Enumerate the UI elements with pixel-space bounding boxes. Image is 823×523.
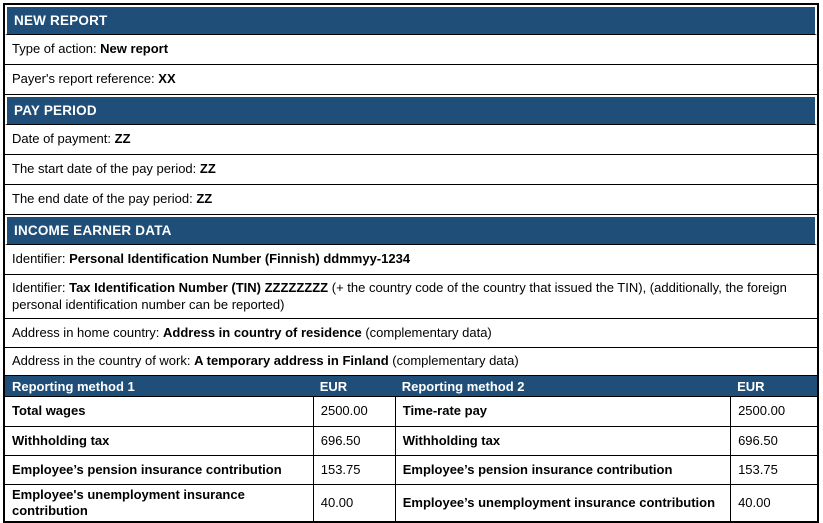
section-title: INCOME EARNER DATA	[14, 223, 172, 238]
field-label: The end date of the pay period:	[12, 191, 197, 207]
field-value: ZZ	[199, 161, 216, 177]
pay-table-cell-amount: 2500.00	[312, 397, 395, 426]
field-row-address-home-country: Address in home country: Address in coun…	[5, 319, 817, 348]
field-suffix: (complementary data)	[388, 353, 519, 369]
field-label: Address in home country:	[12, 324, 164, 340]
pay-table-cell-label: Employee’s unemployment insurance contri…	[394, 485, 730, 521]
pay-table-cell-label: Employee’s pension insurance contributio…	[12, 461, 282, 477]
field-value: XX	[158, 71, 176, 87]
field-label: Identifier:	[12, 251, 70, 267]
field-suffix: (complementary data)	[361, 324, 492, 340]
pay-table-cell-label: Employee’s pension insurance contributio…	[394, 456, 730, 484]
field-value: Tax Identification Number (TIN) ZZZZZZZZ	[69, 280, 329, 296]
field-value: A temporary address in Finland	[194, 353, 389, 369]
pay-table-cell-amount: 696.50	[730, 427, 817, 455]
field-text: Identifier: Tax Identification Number (T…	[12, 280, 809, 313]
field-row-identifier-tin: Identifier: Tax Identification Number (T…	[5, 275, 817, 319]
field-row-type-of-action: Type of action: New report	[5, 35, 817, 65]
pay-table-cell-label: Total wages	[12, 403, 86, 419]
pay-table-header-eur2: EUR	[737, 378, 765, 394]
pay-table-cell-amount: 153.75	[312, 456, 395, 484]
pay-table-cell-label: Withholding tax	[394, 427, 730, 455]
pay-table-header: Reporting method 1 EUR Reporting method …	[5, 376, 817, 397]
field-row-address-country-of-work: Address in the country of work: A tempor…	[5, 348, 817, 376]
field-row-pay-period-end: The end date of the pay period: ZZ	[5, 185, 817, 215]
pay-table-header-method1: Reporting method 1	[12, 378, 135, 394]
pay-table-cell-amount: 40.00	[730, 485, 817, 521]
section-title: NEW REPORT	[14, 13, 108, 28]
field-text: Address in the country of work: A tempor…	[12, 353, 519, 369]
pay-table-row-total-wages: Total wages 2500.00 Time-rate pay 2500.0…	[5, 397, 817, 427]
pay-table-cell-label: Employee's unemployment insurance contri…	[12, 486, 245, 518]
field-value: New report	[100, 41, 169, 57]
pay-table-header-method2: Reporting method 2	[401, 378, 525, 394]
pay-table-row-pension-contribution: Employee’s pension insurance contributio…	[5, 456, 817, 485]
pay-table-cell-amount: 40.00	[312, 485, 395, 521]
section-header-new-report: NEW REPORT	[5, 5, 817, 35]
pay-table-cell-label: Withholding tax	[12, 432, 110, 448]
field-value: Address in country of residence	[163, 324, 362, 340]
section-title: PAY PERIOD	[14, 103, 97, 118]
field-text: Address in home country: Address in coun…	[12, 325, 492, 341]
field-text: Payer's report reference: XX	[12, 71, 176, 87]
field-text: The start date of the pay period: ZZ	[12, 161, 216, 177]
field-row-date-of-payment: Date of payment: ZZ	[5, 125, 817, 155]
field-value: Personal Identification Number (Finnish)…	[69, 251, 411, 267]
field-label: Identifier:	[12, 280, 70, 296]
pay-table-cell-amount: 696.50	[312, 427, 395, 455]
field-text: The end date of the pay period: ZZ	[12, 191, 212, 207]
field-label: Payer's report reference:	[12, 71, 159, 87]
pay-table-row-withholding-tax: Withholding tax 696.50 Withholding tax 6…	[5, 427, 817, 456]
field-label: Date of payment:	[12, 131, 115, 147]
field-value: ZZ	[114, 131, 131, 147]
report-document: NEW REPORT Type of action: New report Pa…	[3, 3, 819, 523]
section-header-pay-period: PAY PERIOD	[5, 95, 817, 125]
field-row-pay-period-start: The start date of the pay period: ZZ	[5, 155, 817, 185]
field-label: Address in the country of work:	[12, 353, 195, 369]
field-text: Date of payment: ZZ	[12, 131, 131, 147]
pay-table-cell-label: Time-rate pay	[394, 397, 730, 426]
field-row-payer-reference: Payer's report reference: XX	[5, 65, 817, 95]
field-row-identifier-pin: Identifier: Personal Identification Numb…	[5, 245, 817, 275]
pay-table-header-eur1: EUR	[319, 378, 348, 394]
section-header-income-earner-data: INCOME EARNER DATA	[5, 215, 817, 245]
field-label: The start date of the pay period:	[12, 161, 200, 177]
field-text: Type of action: New report	[12, 41, 168, 57]
field-label: Type of action:	[12, 41, 101, 57]
field-text: Identifier: Personal Identification Numb…	[12, 251, 410, 267]
pay-table-row-unemployment-contribution: Employee's unemployment insurance contri…	[5, 485, 817, 521]
field-suffix: (+ the country code of the country that …	[12, 280, 787, 312]
field-value: ZZ	[196, 191, 213, 207]
pay-table-cell-amount: 153.75	[730, 456, 817, 484]
pay-table-cell-amount: 2500.00	[730, 397, 817, 426]
